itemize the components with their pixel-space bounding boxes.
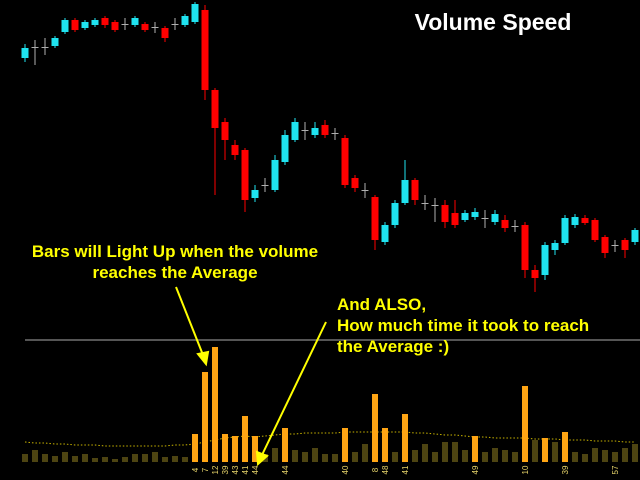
- time-label: 39: [561, 465, 570, 474]
- volume-bar: [292, 450, 298, 462]
- volume-bar: [392, 452, 398, 462]
- arrow-head: [255, 450, 269, 467]
- chart-title: Volume Speed: [415, 9, 572, 35]
- time-label: 10: [521, 465, 530, 474]
- volume-bar: [42, 454, 48, 462]
- time-label: 40: [341, 465, 350, 474]
- volume-bar: [102, 457, 108, 462]
- volume-bar: [372, 394, 378, 462]
- volume-bar: [362, 444, 368, 462]
- volume-bar: [522, 386, 528, 462]
- volume-bar: [412, 450, 418, 462]
- volume-bar: [272, 448, 278, 462]
- volume-bar: [222, 434, 228, 462]
- volume-bar: [492, 448, 498, 462]
- volume-bar: [62, 452, 68, 462]
- volume-bar: [432, 452, 438, 462]
- volume-bar: [72, 456, 78, 462]
- time-label: 57: [611, 465, 620, 474]
- volume-bar: [52, 456, 58, 462]
- volume-bar: [192, 434, 198, 462]
- time-label: 48: [381, 465, 390, 474]
- time-label: 4: [191, 467, 200, 472]
- time-label: 8: [371, 467, 380, 472]
- time-label: 7: [201, 467, 210, 472]
- volume-bar: [212, 347, 218, 462]
- time-label: 44: [281, 465, 290, 474]
- volume-bar: [622, 448, 628, 462]
- volume-bar: [552, 442, 558, 462]
- volume-bar: [462, 450, 468, 462]
- volume-bar: [302, 452, 308, 462]
- time-label: 39: [221, 465, 230, 474]
- volume-bar: [502, 450, 508, 462]
- annotation-line: And ALSO,: [337, 295, 426, 314]
- volume-bar: [422, 444, 428, 462]
- arrow: [261, 321, 327, 456]
- volume-bar: [582, 454, 588, 462]
- arrow-head: [196, 350, 210, 367]
- volume-bar: [162, 457, 168, 462]
- volume-bar: [542, 438, 548, 462]
- volume-bar: [92, 458, 98, 462]
- volume-bar: [122, 457, 128, 462]
- volume-bar: [602, 450, 608, 462]
- volume-bar: [532, 440, 538, 462]
- volume-bar: [282, 428, 288, 462]
- volume-bar: [112, 459, 118, 462]
- time-label: 43: [231, 465, 240, 474]
- time-label: 12: [211, 465, 220, 474]
- volume-bar: [242, 416, 248, 462]
- arrow: [175, 286, 204, 356]
- volume-bar: [402, 414, 408, 462]
- volume-bar: [82, 454, 88, 462]
- volume-bar: [232, 436, 238, 462]
- volume-bar: [592, 448, 598, 462]
- volume-bar: [482, 452, 488, 462]
- time-label: 49: [471, 465, 480, 474]
- volume-bar: [352, 452, 358, 462]
- time-label: 44: [251, 465, 260, 474]
- volume-bar: [452, 442, 458, 462]
- volume-bar: [442, 442, 448, 462]
- volume-bar: [382, 428, 388, 462]
- annotation-line: Bars will Light Up when the volume: [32, 242, 318, 261]
- volume-bar: [322, 454, 328, 462]
- volume-bar: [572, 452, 578, 462]
- volume-bar: [342, 428, 348, 462]
- arrows: [175, 286, 327, 467]
- volume-bar: [152, 452, 158, 462]
- volume-bar: [312, 448, 318, 462]
- volume-bar: [472, 436, 478, 462]
- volume-bar: [632, 444, 638, 462]
- time-label: 41: [401, 465, 410, 474]
- volume-bar: [142, 454, 148, 462]
- time-label: 41: [241, 465, 250, 474]
- volume-bar: [252, 436, 258, 462]
- annotation-line: How much time it took to reach: [337, 316, 589, 335]
- volume-bar: [612, 452, 618, 462]
- volume-bar: [132, 454, 138, 462]
- volume-bar: [182, 457, 188, 462]
- annotation-line: the Average :): [337, 337, 449, 356]
- volume-bar: [172, 456, 178, 462]
- annotation-line: reaches the Average: [92, 263, 257, 282]
- volume-bar: [202, 372, 208, 462]
- volume-bar: [22, 454, 28, 462]
- volume-bar: [512, 452, 518, 462]
- volume-bar: [32, 450, 38, 462]
- volume-bar: [332, 454, 338, 462]
- average-line: [24, 431, 635, 447]
- volume-bar: [562, 432, 568, 462]
